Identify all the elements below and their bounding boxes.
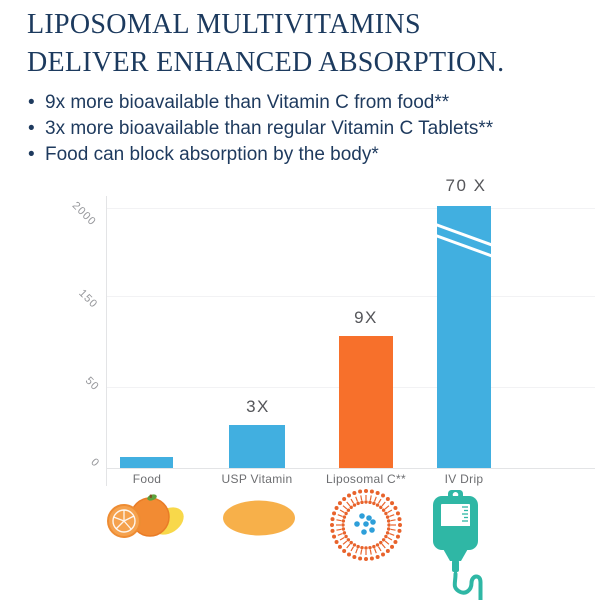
bar-value-usp: 3X xyxy=(246,397,270,416)
liposome-icon xyxy=(328,487,404,568)
bar-usp-vitamin xyxy=(229,425,285,468)
y-tick-label-2000: 2000 xyxy=(69,199,99,229)
y-axis-line xyxy=(106,196,107,486)
y-tick-label-50: 50 xyxy=(82,374,102,394)
bullet-item: Food can block absorption by the body* xyxy=(28,142,493,168)
page-title-line2: DELIVER ENHANCED ABSORPTION. xyxy=(27,47,505,78)
y-tick-label-0: 0 xyxy=(88,456,102,470)
gridline-2000 xyxy=(106,208,595,209)
gridline-150 xyxy=(106,296,595,297)
bar-liposomal-c xyxy=(339,336,393,468)
bullet-list: 9x more bioavailable than Vitamin C from… xyxy=(28,90,493,168)
category-label-iv: IV Drip xyxy=(444,472,484,486)
bar-value-liposomal: 9X xyxy=(354,308,378,327)
bullet-item: 3x more bioavailable than regular Vitami… xyxy=(28,116,493,142)
category-label-usp: USP Vitamin xyxy=(221,472,293,486)
axis-break-mark xyxy=(432,222,493,246)
x-axis-line xyxy=(106,468,595,469)
iv-drip-bag-icon xyxy=(428,490,498,600)
page-title-line1: LIPOSOMAL MULTIVITAMINS xyxy=(27,9,421,40)
tablet-pill-icon xyxy=(221,499,297,542)
bar-value-iv: 70 X xyxy=(445,176,487,195)
page-title: LIPOSOMAL MULTIVITAMINS DELIVER ENHANCED… xyxy=(27,6,587,82)
axis-break-mark xyxy=(432,233,493,257)
y-tick-label-150: 150 xyxy=(76,287,100,311)
bar-iv-drip xyxy=(432,206,493,468)
category-label-food: Food xyxy=(132,472,162,486)
bullet-item: 9x more bioavailable than Vitamin C from… xyxy=(28,90,493,116)
bar-food xyxy=(120,457,173,468)
category-label-liposomal: Liposomal C** xyxy=(326,472,406,486)
orange-fruits-icon xyxy=(104,492,188,545)
